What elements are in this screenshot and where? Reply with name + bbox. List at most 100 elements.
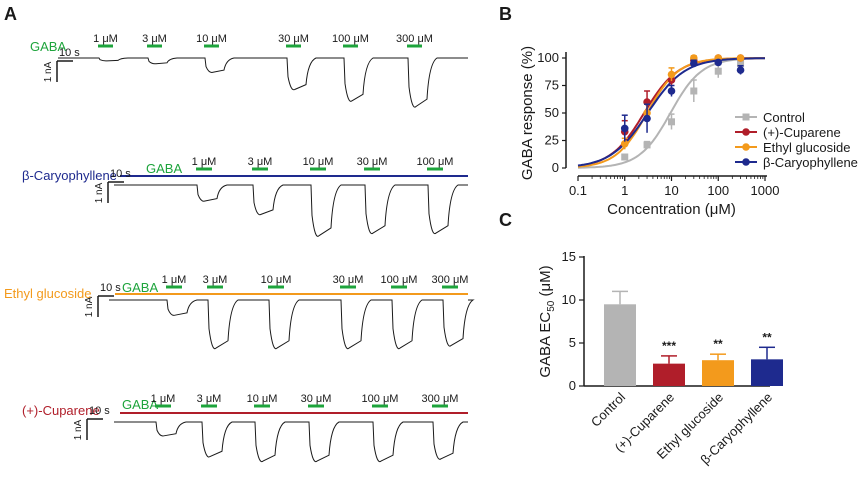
legend-marker xyxy=(742,143,750,151)
trace-row: GABA 1 μM 3 μM 10 μM 30 μM 100 μM 300 μM 10 s 1 … xyxy=(30,33,468,108)
y-tick-label: 15 xyxy=(562,249,576,264)
concentration-label: 3 μM xyxy=(248,156,273,168)
legend-label: Control xyxy=(763,110,805,125)
significance-label: *** xyxy=(662,339,676,353)
bar xyxy=(604,304,636,386)
data-point xyxy=(690,87,698,95)
scale-bar: 10 s 1 nA xyxy=(43,47,80,82)
data-point xyxy=(643,114,651,123)
legend-marker xyxy=(742,158,750,166)
concentration-label: 300 μM xyxy=(432,274,469,286)
concentration-label: 1 μM xyxy=(151,393,176,405)
gaba-label: GABA xyxy=(146,161,182,176)
x-axis-label: Concentration (μM) xyxy=(607,201,736,218)
data-point xyxy=(667,70,676,79)
y-tick-label: 5 xyxy=(569,335,576,350)
concentration-label: 30 μM xyxy=(333,274,364,286)
data-point xyxy=(736,54,745,62)
data-point xyxy=(620,140,629,148)
concentration-label: 30 μM xyxy=(357,156,388,168)
y-axis-label: GABA EC50 (μM) xyxy=(537,265,557,377)
x-tick-label: 0.1 xyxy=(569,183,587,198)
drug-label: β-Caryophyllene xyxy=(22,168,117,183)
scale-bar: 10 s 1 nA xyxy=(94,168,131,203)
current-scale-label: 1 nA xyxy=(84,296,95,317)
bar xyxy=(653,363,685,386)
time-scale-label: 10 s xyxy=(59,47,80,59)
data-point xyxy=(736,66,745,74)
concentration-label: 10 μM xyxy=(303,156,334,168)
data-point xyxy=(714,58,723,67)
y-tick-label: 75 xyxy=(545,78,559,93)
current-scale-label: 1 nA xyxy=(43,61,54,82)
trace-row: GABA β-Caryophyllene 1 μM 3 μM 10 μM 30 μM 100… xyxy=(22,156,468,237)
panel-a-label: A xyxy=(4,4,17,24)
panel-b-label: B xyxy=(499,4,512,24)
legend-label: (+)-Cuparene xyxy=(763,125,841,140)
concentration-label: 10 μM xyxy=(261,274,292,286)
current-scale-label: 1 nA xyxy=(94,182,105,203)
concentration-label: 10 μM xyxy=(247,393,278,405)
concentration-label: 3 μM xyxy=(203,274,228,286)
data-point xyxy=(668,118,675,126)
concentration-label: 3 μM xyxy=(197,393,222,405)
drug-label: (+)-Cuparene xyxy=(22,403,100,418)
y-axis-label-subscript: 50 xyxy=(546,300,557,312)
trace-row: GABA (+)-Cuparene 1 μM 3 μM 10 μM 30 μM 100 μM… xyxy=(22,393,468,463)
scale-bar: 10 s 1 nA xyxy=(84,282,121,317)
current-trace xyxy=(109,299,475,350)
gaba-label: GABA xyxy=(30,39,66,54)
y-axis-label-unit: (μM) xyxy=(537,265,554,300)
concentration-label: 300 μM xyxy=(396,33,433,45)
category-label: Control xyxy=(588,389,628,429)
gaba-label: GABA xyxy=(122,280,158,295)
data-point xyxy=(621,153,629,161)
current-scale-label: 1 nA xyxy=(73,419,84,440)
drug-label: Ethyl glucoside xyxy=(4,286,91,301)
data-point xyxy=(667,87,676,95)
bar xyxy=(702,360,734,386)
x-tick-label: 1 xyxy=(621,183,628,198)
data-point xyxy=(690,59,698,68)
concentration-label: 100 μM xyxy=(332,33,369,45)
y-tick-label: 25 xyxy=(545,133,559,148)
data-point xyxy=(714,67,722,75)
x-tick-label: 1000 xyxy=(751,183,780,198)
concentration-label: 10 μM xyxy=(196,33,227,45)
legend-label: Ethyl glucoside xyxy=(763,140,850,155)
panel-a-traces: A GABA 1 μM 3 μM 10 μM 30 μM 100 μM 300 μM 10 s… xyxy=(4,4,475,463)
concentration-label: 30 μM xyxy=(278,33,309,45)
concentration-label: 100 μM xyxy=(362,393,399,405)
time-scale-label: 10 s xyxy=(89,405,110,417)
y-axis-label-main: GABA EC xyxy=(537,312,554,378)
concentration-label: 300 μM xyxy=(422,393,459,405)
significance-label: ** xyxy=(762,330,772,344)
panel-b-dose-response: B 0 25 50 75 100 0.1 1 10 100 1000 Concentration (… xyxy=(499,4,858,218)
y-tick-label: 0 xyxy=(552,160,559,175)
legend-marker xyxy=(742,113,750,121)
y-tick-label: 10 xyxy=(562,292,576,307)
y-tick-label: 0 xyxy=(569,378,576,393)
concentration-label: 100 μM xyxy=(417,156,454,168)
scale-bar: 10 s 1 nA xyxy=(73,405,110,440)
bar xyxy=(751,359,783,386)
x-tick-label: 100 xyxy=(707,183,729,198)
data-point xyxy=(737,60,745,67)
concentration-label: 3 μM xyxy=(142,33,167,45)
panel-c-label: C xyxy=(499,210,512,230)
concentration-label: 1 μM xyxy=(162,274,187,286)
current-trace xyxy=(58,57,468,108)
current-trace xyxy=(114,421,468,463)
concentration-label: 100 μM xyxy=(381,274,418,286)
data-point xyxy=(620,124,629,133)
concentration-label: 30 μM xyxy=(301,393,332,405)
current-trace xyxy=(114,184,468,237)
time-scale-label: 10 s xyxy=(100,282,121,294)
significance-label: ** xyxy=(713,337,723,351)
legend-label: β-Caryophyllene xyxy=(763,155,858,170)
y-tick-label: 100 xyxy=(537,50,559,65)
time-scale-label: 10 s xyxy=(110,168,131,180)
trace-row: GABA Ethyl glucoside 1 μM 3 μM 10 μM 30 μM 100… xyxy=(4,274,475,350)
